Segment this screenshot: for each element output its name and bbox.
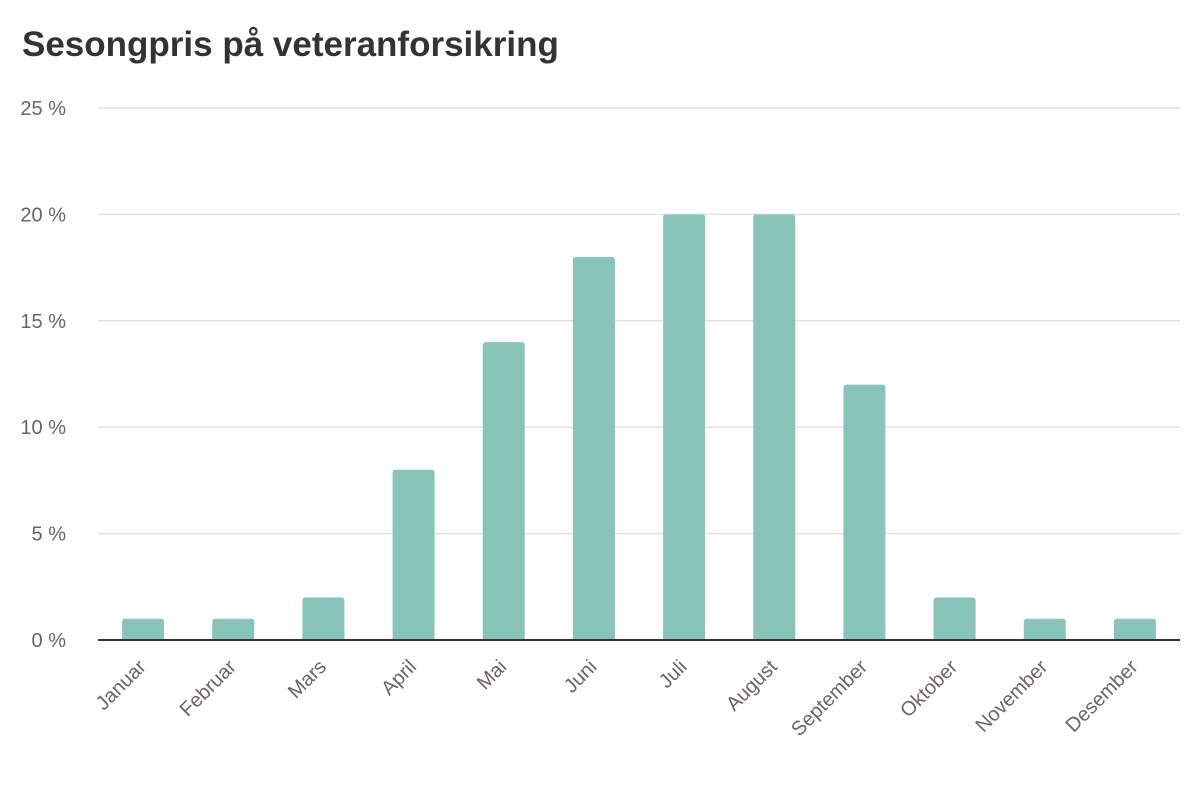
bar-januar bbox=[122, 618, 165, 640]
y-tick-label: 25 % bbox=[20, 98, 66, 120]
x-tick-label: Januar bbox=[92, 656, 151, 715]
bar-oktober bbox=[933, 597, 976, 640]
bar-november bbox=[1023, 618, 1066, 640]
y-tick-labels: 0 % 5 % 10 % 15 % 20 % 25 % bbox=[20, 98, 66, 652]
x-tick-label: Mars bbox=[284, 656, 331, 703]
bar-mars bbox=[302, 597, 345, 640]
x-tick-label: November bbox=[971, 656, 1052, 737]
x-tick-label: April bbox=[377, 656, 421, 700]
x-tick-label: August bbox=[722, 656, 782, 716]
x-tick-labels: Januar Februar Mars April Mai Juni Juli August S… bbox=[92, 656, 1143, 741]
x-tick-label: Februar bbox=[176, 656, 241, 721]
x-tick-label: Juni bbox=[560, 656, 602, 698]
y-tick-label: 0 % bbox=[32, 630, 67, 652]
bars bbox=[122, 214, 1156, 640]
bar-juli bbox=[663, 214, 706, 640]
x-tick-label: Desember bbox=[1062, 656, 1143, 737]
x-tick-label: Oktober bbox=[896, 656, 962, 722]
x-tick-label: September bbox=[787, 656, 872, 741]
bar-februar bbox=[212, 618, 255, 640]
grid-lines bbox=[98, 107, 1180, 535]
bar-mai bbox=[482, 342, 525, 640]
bar-april bbox=[392, 469, 435, 640]
y-tick-label: 20 % bbox=[20, 204, 66, 226]
chart-title: Sesongpris på veteranforsikring bbox=[22, 25, 559, 64]
y-tick-label: 5 % bbox=[32, 524, 67, 546]
bar-august bbox=[753, 214, 796, 640]
y-tick-label: 15 % bbox=[20, 311, 66, 333]
bar-juni bbox=[572, 256, 615, 640]
bar-september bbox=[843, 384, 886, 640]
bar-desember bbox=[1113, 618, 1156, 640]
x-tick-label: Mai bbox=[473, 656, 511, 694]
x-tick-label: Juli bbox=[655, 656, 692, 693]
y-tick-label: 10 % bbox=[20, 417, 66, 439]
